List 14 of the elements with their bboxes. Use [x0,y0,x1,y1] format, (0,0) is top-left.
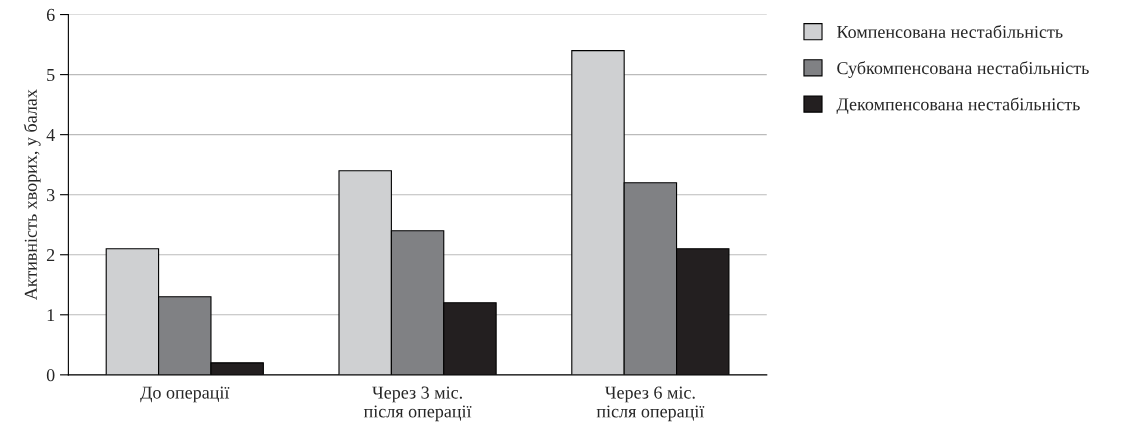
y-axis-title: Активність хворих, у балах [23,89,41,301]
y-tick-label: 5 [47,69,55,82]
y-tick-label: 2 [46,249,55,262]
y-tick-label: 0 [46,369,55,382]
y-tick-label: 1 [47,309,55,322]
x-tick-label: До операції [140,386,230,403]
y-tick-label: 3 [47,189,55,202]
y-tick-label: 4 [46,129,55,141]
legend-label: Декомпенсована нестабільність [836,97,1080,115]
x-tick-label: Через 3 міс. після операції [363,386,472,422]
legend-label: Компенсована нестабільність [836,24,1063,39]
y-tick-label: 6 [46,8,55,21]
legend-label: Субкомпенсована нестабільність [837,61,1089,78]
x-tick-label: Через 6 міс. після операції [596,386,705,422]
